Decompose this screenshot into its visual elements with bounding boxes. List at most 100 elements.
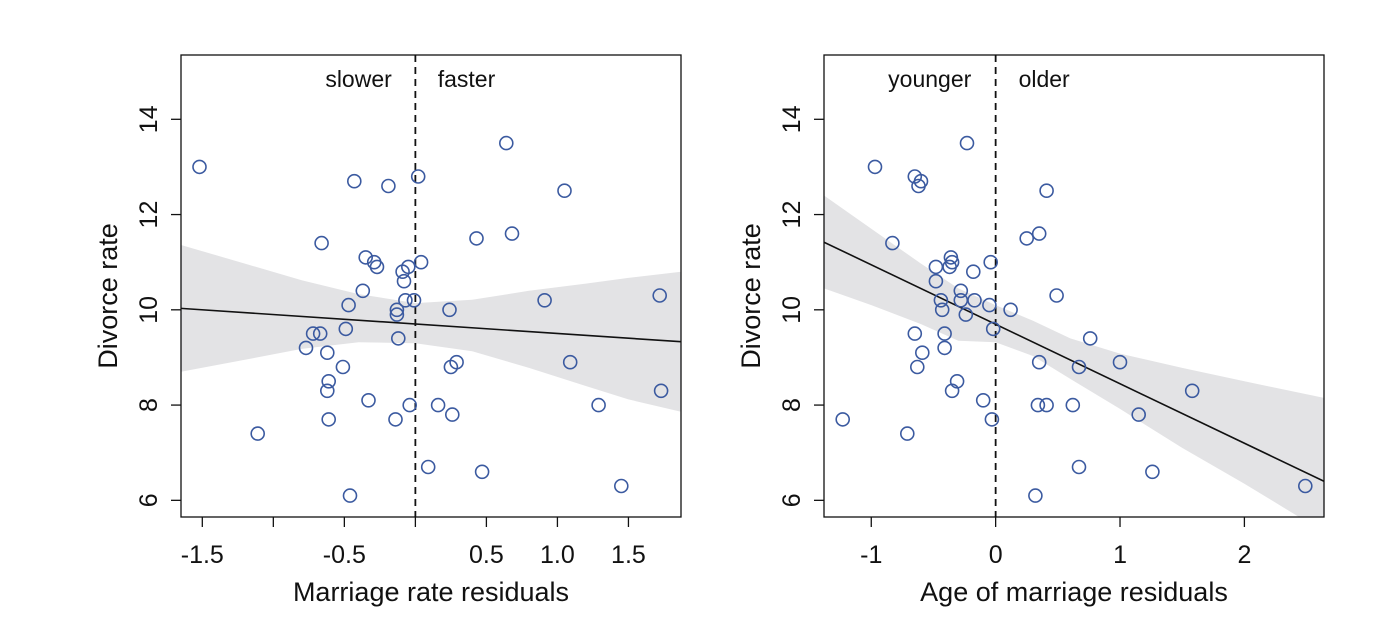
x-tick-label: -0.5 — [323, 541, 366, 569]
data-point — [430, 397, 446, 413]
data-point — [358, 250, 374, 265]
data-point — [975, 392, 991, 408]
y-tick-label: 14 — [778, 105, 806, 133]
data-point — [652, 288, 668, 303]
annotation-label: slower — [325, 66, 392, 92]
data-point — [314, 235, 329, 251]
x-tick-label: 0 — [989, 541, 1003, 569]
data-point — [341, 297, 356, 313]
data-point — [1112, 354, 1128, 370]
x-tick-label: 0.5 — [469, 541, 504, 569]
data-point — [835, 412, 851, 427]
data-point — [933, 292, 949, 308]
data-point — [250, 426, 266, 441]
annotation-label: older — [1019, 66, 1070, 92]
data-point — [390, 331, 406, 346]
data-point — [557, 183, 572, 198]
x-tick-label: 2 — [1237, 541, 1251, 569]
data-point — [934, 302, 950, 318]
data-point — [967, 292, 982, 308]
data-point — [396, 273, 412, 289]
data-point — [1030, 397, 1046, 413]
y-tick-label: 10 — [135, 296, 163, 324]
data-point — [1071, 459, 1087, 475]
regression-line — [181, 307, 681, 343]
data-point — [985, 321, 1001, 337]
annotation-label: faster — [438, 66, 496, 92]
annotation-label: younger — [888, 66, 971, 92]
data-point — [319, 383, 335, 399]
data-point — [928, 273, 944, 289]
data-point — [909, 359, 925, 375]
data-point — [442, 302, 457, 318]
data-point — [1131, 407, 1146, 422]
x-tick-label: 1.0 — [540, 541, 575, 569]
data-point — [944, 383, 960, 399]
data-point — [958, 307, 974, 322]
data-point — [885, 235, 900, 251]
x-tick-label: -1.5 — [181, 541, 224, 569]
data-point — [928, 259, 944, 275]
data-point — [346, 173, 362, 189]
data-point — [1082, 331, 1098, 346]
x-tick-label: 1 — [1113, 541, 1127, 569]
data-point — [335, 359, 351, 375]
data-point — [911, 178, 926, 194]
data-point — [338, 321, 354, 337]
x-tick-label: 1.5 — [611, 541, 646, 569]
confidence-band — [824, 195, 1324, 517]
plot-frame — [180, 54, 682, 518]
y-axis-label: Divorce rate — [736, 223, 766, 369]
data-point — [312, 326, 328, 341]
data-point — [984, 412, 1000, 427]
data-point — [192, 159, 207, 175]
y-tick-label: 12 — [135, 201, 163, 229]
data-point — [444, 407, 460, 422]
data-point — [1031, 354, 1047, 370]
y-tick-label: 8 — [135, 398, 163, 412]
y-tick-label: 10 — [778, 296, 806, 324]
data-point — [321, 373, 337, 389]
y-tick-label: 6 — [778, 493, 806, 507]
data-point — [369, 259, 385, 275]
plot-frame — [823, 54, 1325, 518]
plot-area — [824, 55, 1324, 517]
data-point — [402, 397, 418, 413]
data-point — [413, 254, 429, 270]
y-axis-label: Divorce rate — [93, 223, 123, 369]
x-axis-label: Marriage rate residuals — [293, 577, 569, 607]
data-point — [1071, 359, 1087, 375]
data-point — [389, 307, 405, 322]
data-point — [1019, 231, 1034, 246]
confidence-band — [181, 245, 681, 412]
plot-area — [181, 55, 681, 517]
data-point — [907, 326, 923, 341]
data-point — [469, 231, 484, 246]
data-point — [562, 354, 578, 370]
data-point — [965, 264, 981, 280]
data-point — [937, 340, 952, 356]
data-point — [983, 254, 999, 270]
data-point — [406, 292, 422, 308]
x-axis-label: Age of marriage residuals — [920, 577, 1228, 607]
data-point — [400, 259, 416, 275]
data-point — [942, 259, 957, 275]
data-point — [914, 345, 930, 361]
data-point — [1028, 488, 1043, 503]
data-point — [959, 135, 975, 151]
y-tick-label: 14 — [135, 105, 163, 133]
data-point — [298, 340, 314, 356]
data-point — [953, 283, 969, 299]
data-point — [498, 135, 514, 151]
data-point — [1065, 397, 1081, 413]
data-point — [342, 488, 358, 503]
data-point — [389, 302, 405, 318]
data-point — [398, 292, 413, 308]
data-point — [321, 412, 337, 427]
data-point — [1298, 478, 1313, 494]
data-point — [1049, 288, 1064, 303]
data-point — [867, 159, 883, 175]
y-tick-label: 8 — [778, 398, 806, 412]
